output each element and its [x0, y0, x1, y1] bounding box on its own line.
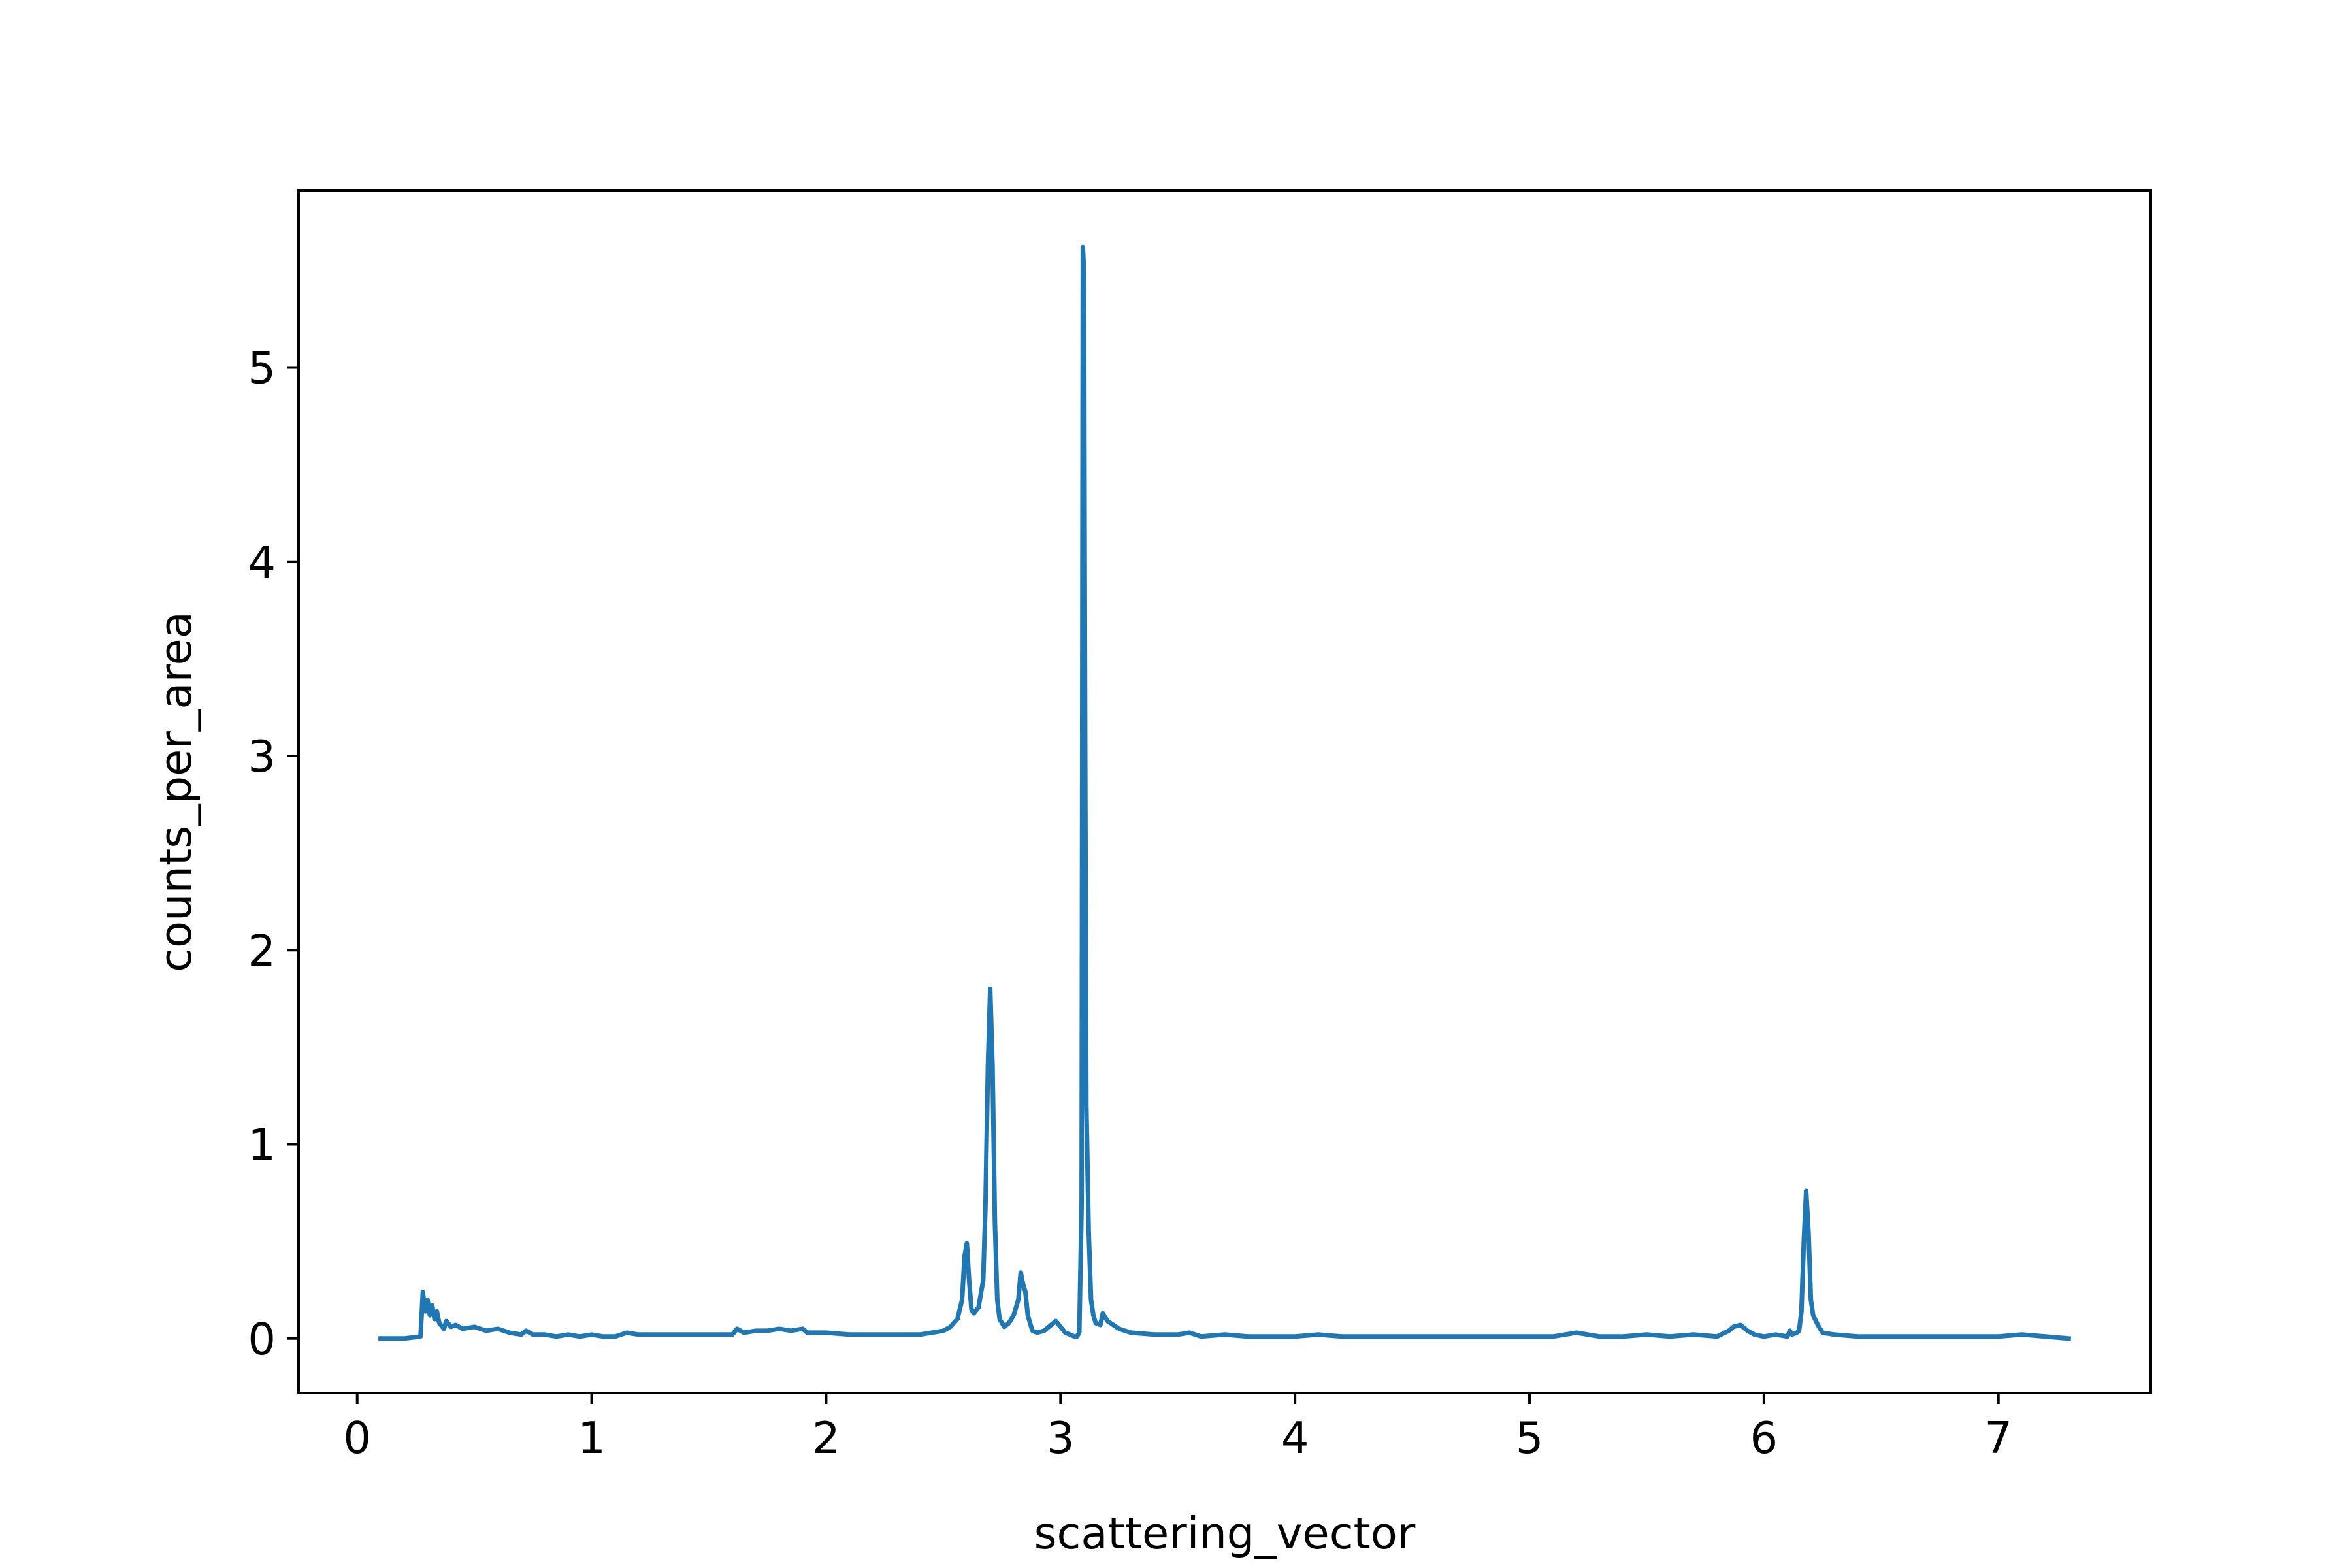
x-axis: 0 1 2 3 4 5 6 7 [343, 1393, 2012, 1463]
x-tick-label: 4 [1281, 1413, 1309, 1463]
x-tick-label: 7 [1984, 1413, 2012, 1463]
y-tick-label: 1 [248, 1120, 276, 1171]
y-tick-label: 5 [248, 343, 276, 394]
x-tick-label: 3 [1047, 1413, 1075, 1463]
x-tick-label: 6 [1750, 1413, 1778, 1463]
y-axis-label: counts_per_area [150, 612, 201, 972]
y-tick-label: 3 [248, 731, 276, 782]
x-axis-label: scattering_vector [1034, 1508, 1416, 1559]
plot-area [297, 189, 2152, 1394]
y-axis: 0 1 2 3 4 5 [248, 343, 299, 1365]
y-tick-label: 4 [248, 537, 276, 588]
series-line [378, 244, 2072, 1341]
axes-frame [297, 189, 2152, 1394]
x-tick-label: 2 [812, 1413, 840, 1463]
x-tick-label: 1 [578, 1413, 606, 1463]
y-tick-label: 2 [248, 925, 276, 976]
y-tick-label: 0 [248, 1314, 276, 1365]
x-tick-label: 0 [343, 1413, 371, 1463]
x-tick-label: 5 [1516, 1413, 1544, 1463]
